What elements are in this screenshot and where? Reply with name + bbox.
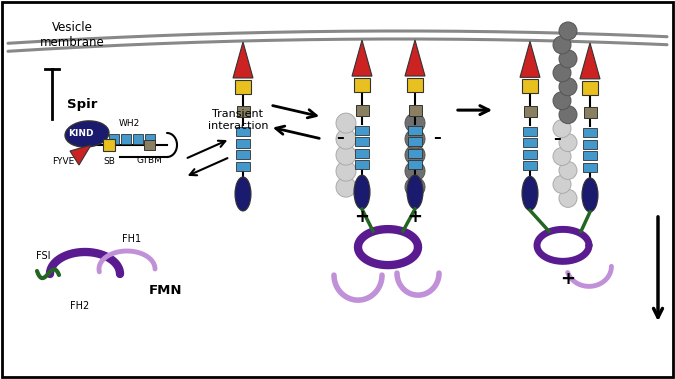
Polygon shape	[70, 145, 91, 165]
Text: FYVE: FYVE	[52, 157, 74, 166]
Text: WH2: WH2	[118, 119, 140, 128]
Circle shape	[405, 145, 425, 165]
Circle shape	[405, 129, 425, 149]
Circle shape	[559, 22, 577, 40]
FancyBboxPatch shape	[583, 107, 597, 118]
Polygon shape	[405, 40, 425, 76]
Ellipse shape	[235, 177, 251, 211]
FancyBboxPatch shape	[145, 134, 155, 144]
Circle shape	[553, 36, 571, 54]
Text: –: –	[553, 131, 561, 146]
Polygon shape	[352, 40, 372, 76]
Ellipse shape	[65, 121, 109, 147]
Ellipse shape	[522, 176, 538, 210]
FancyBboxPatch shape	[236, 139, 250, 148]
Circle shape	[336, 145, 356, 165]
FancyBboxPatch shape	[524, 106, 537, 117]
FancyBboxPatch shape	[133, 134, 143, 144]
Text: Vesicle
membrane: Vesicle membrane	[40, 21, 105, 49]
Circle shape	[559, 106, 577, 124]
Circle shape	[559, 133, 577, 152]
Text: +: +	[560, 270, 576, 288]
FancyBboxPatch shape	[523, 127, 537, 136]
Text: FSI: FSI	[36, 251, 51, 261]
Text: FH2: FH2	[70, 301, 90, 311]
FancyBboxPatch shape	[144, 140, 155, 150]
Ellipse shape	[354, 175, 370, 209]
Circle shape	[405, 161, 425, 181]
Circle shape	[559, 161, 577, 179]
FancyBboxPatch shape	[236, 162, 250, 171]
Circle shape	[405, 177, 425, 197]
Circle shape	[553, 147, 571, 166]
Polygon shape	[233, 42, 253, 78]
FancyBboxPatch shape	[355, 137, 369, 146]
Text: KIND: KIND	[68, 130, 94, 138]
FancyBboxPatch shape	[583, 128, 597, 138]
FancyBboxPatch shape	[523, 150, 537, 159]
Text: Transient
interaction: Transient interaction	[208, 109, 268, 131]
FancyBboxPatch shape	[236, 127, 250, 136]
FancyBboxPatch shape	[583, 163, 597, 172]
Circle shape	[559, 50, 577, 68]
FancyBboxPatch shape	[354, 78, 370, 92]
FancyBboxPatch shape	[356, 105, 369, 116]
Circle shape	[336, 113, 356, 133]
Polygon shape	[520, 41, 540, 77]
FancyBboxPatch shape	[103, 139, 115, 151]
Circle shape	[336, 129, 356, 149]
FancyBboxPatch shape	[583, 151, 597, 160]
Circle shape	[336, 177, 356, 197]
FancyBboxPatch shape	[109, 134, 119, 144]
FancyBboxPatch shape	[236, 150, 250, 160]
FancyBboxPatch shape	[582, 81, 598, 95]
Circle shape	[559, 190, 577, 207]
FancyBboxPatch shape	[236, 106, 250, 117]
Text: –: –	[336, 130, 344, 145]
Text: –: –	[433, 130, 441, 145]
Circle shape	[553, 120, 571, 138]
Ellipse shape	[407, 175, 423, 209]
Circle shape	[336, 161, 356, 181]
Text: +: +	[354, 208, 369, 226]
FancyBboxPatch shape	[408, 160, 422, 169]
FancyBboxPatch shape	[523, 138, 537, 147]
FancyBboxPatch shape	[408, 125, 422, 135]
FancyBboxPatch shape	[408, 137, 422, 146]
FancyBboxPatch shape	[583, 140, 597, 149]
Ellipse shape	[582, 178, 598, 212]
FancyBboxPatch shape	[355, 125, 369, 135]
Text: GTBM: GTBM	[136, 156, 162, 165]
Circle shape	[553, 92, 571, 110]
FancyBboxPatch shape	[235, 80, 251, 94]
Circle shape	[559, 78, 577, 96]
Text: SB: SB	[103, 157, 115, 166]
FancyBboxPatch shape	[408, 105, 421, 116]
Text: FMN: FMN	[148, 285, 182, 298]
Circle shape	[405, 113, 425, 133]
Circle shape	[553, 64, 571, 82]
FancyBboxPatch shape	[523, 161, 537, 170]
FancyBboxPatch shape	[121, 134, 131, 144]
Polygon shape	[580, 43, 600, 79]
FancyBboxPatch shape	[408, 149, 422, 158]
Text: Spir: Spir	[67, 98, 97, 111]
FancyBboxPatch shape	[355, 149, 369, 158]
FancyBboxPatch shape	[407, 78, 423, 92]
FancyBboxPatch shape	[522, 79, 538, 93]
Text: FH1: FH1	[122, 234, 142, 244]
FancyBboxPatch shape	[355, 160, 369, 169]
Circle shape	[553, 175, 571, 193]
Text: +: +	[408, 208, 423, 226]
